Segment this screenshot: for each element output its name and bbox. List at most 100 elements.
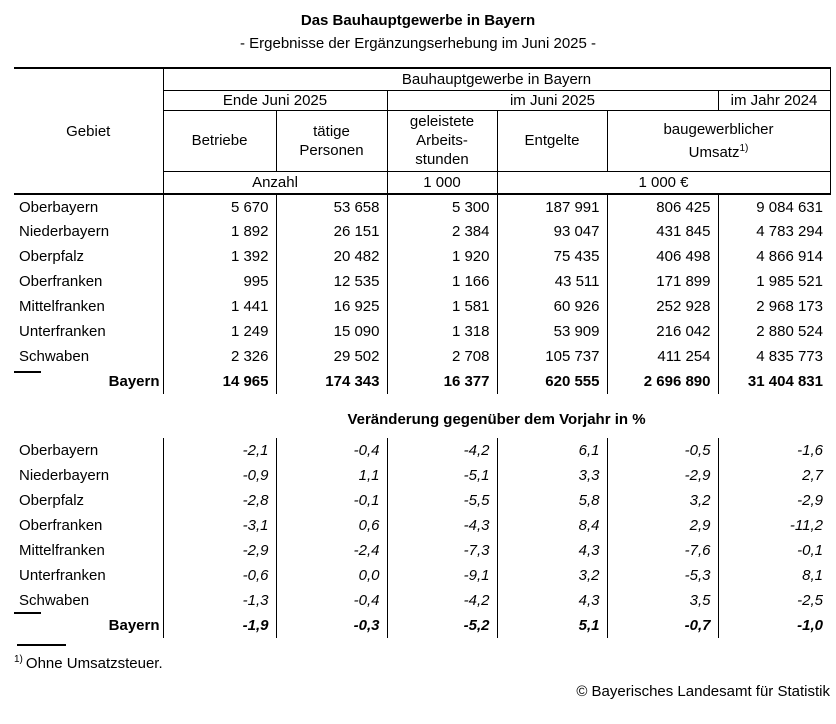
value-cell: 1 920 xyxy=(387,244,498,269)
value-cell: -5,5 xyxy=(387,488,498,513)
column-header-entgelte: Entgelte xyxy=(497,110,608,172)
value-cell: -1,9 xyxy=(163,613,277,638)
value-cell: 187 991 xyxy=(497,194,608,219)
region-label: Unterfranken xyxy=(14,319,164,344)
value-cell: 4 783 294 xyxy=(756,223,823,240)
value-cell: 16 377 xyxy=(387,369,498,394)
value-cell: 12 535 xyxy=(276,269,388,294)
footnote-separator xyxy=(17,644,66,646)
value-cell: 8,1 xyxy=(802,567,823,584)
value-cell: 29 502 xyxy=(276,344,388,369)
value-cell: 5,1 xyxy=(497,613,608,638)
value-cell: -0,9 xyxy=(163,463,277,488)
value-cell: -4,2 xyxy=(387,588,498,613)
unit-header-row: Anzahl 1 000 1 000 € xyxy=(14,171,831,195)
value-cell: -1,3 xyxy=(163,588,277,613)
value-cell: 1,1 xyxy=(276,463,388,488)
period-header-im-juni-2025: im Juni 2025 xyxy=(387,90,719,111)
region-label: Mittelfranken xyxy=(14,538,164,563)
value-cell: 93 047 xyxy=(497,219,608,244)
table-row: Oberpfalz -2,8 -0,1 -5,5 5,8 3,2 -2,9 xyxy=(14,488,830,513)
value-cell: -4,3 xyxy=(387,513,498,538)
column-header-umsatz: baugewerblicher Umsatz1) xyxy=(607,110,831,172)
value-cell: 3,2 xyxy=(607,488,719,513)
value-cell: 4,3 xyxy=(497,538,608,563)
value-cell: -11,2 xyxy=(789,517,823,534)
column-header-row: Betriebe tätige Personen geleistete Arbe… xyxy=(14,110,831,172)
value-cell: 1 581 xyxy=(387,294,498,319)
value-cell: -5,3 xyxy=(607,563,719,588)
region-label: Oberfranken xyxy=(14,269,164,294)
region-label: Schwaben xyxy=(14,344,164,369)
region-label: Oberpfalz xyxy=(14,488,164,513)
value-cell: -3,1 xyxy=(163,513,277,538)
unit-1000: 1 000 xyxy=(387,171,498,195)
value-cell: 5 670 xyxy=(163,194,277,219)
value-cell: 2 968 173 xyxy=(756,298,823,315)
value-cell: -2,8 xyxy=(163,488,277,513)
group-header: Bauhauptgewerbe in Bayern xyxy=(163,68,831,91)
table-row: Schwaben -1,3 -0,4 -4,2 4,3 3,5 -2,5 xyxy=(14,588,830,613)
value-cell: 2 880 524 xyxy=(756,323,823,340)
value-cell: 1 985 521 xyxy=(756,273,823,290)
value-cell: 14 965 xyxy=(163,369,277,394)
value-cell: -7,6 xyxy=(607,538,719,563)
table-row: Unterfranken -0,6 0,0 -9,1 3,2 -5,3 8,1 xyxy=(14,563,830,588)
value-cell: 431 845 xyxy=(607,219,719,244)
value-cell: 75 435 xyxy=(497,244,608,269)
value-cell: 16 925 xyxy=(276,294,388,319)
value-cell: 5 300 xyxy=(387,194,498,219)
value-cell: -0,1 xyxy=(797,542,823,559)
value-cell: 2 326 xyxy=(163,344,277,369)
value-cell: -2,5 xyxy=(797,592,823,609)
value-cell: 20 482 xyxy=(276,244,388,269)
value-cell: 0,6 xyxy=(276,513,388,538)
region-label: Oberbayern xyxy=(14,438,164,463)
value-cell: 1 166 xyxy=(387,269,498,294)
value-cell: 5,8 xyxy=(497,488,608,513)
region-label: Oberbayern xyxy=(14,194,164,219)
region-label: Oberpfalz xyxy=(14,244,164,269)
table-row: Schwaben 2 326 29 502 2 708 105 737 411 … xyxy=(14,344,830,369)
region-label: Mittelfranken xyxy=(14,294,164,319)
value-cell: 4 835 773 xyxy=(756,348,823,365)
change-table: Oberbayern -2,1 -0,4 -4,2 6,1 -0,5 -1,6 … xyxy=(14,438,830,638)
value-cell: 26 151 xyxy=(276,219,388,244)
umsatz-label-line2: Umsatz xyxy=(688,143,740,161)
value-cell: 806 425 xyxy=(607,194,719,219)
value-cell: -4,2 xyxy=(387,438,498,463)
region-label: Oberfranken xyxy=(14,513,164,538)
column-header-taetige-personen: tätige Personen xyxy=(276,110,388,172)
unit-1000-euro: 1 000 € xyxy=(497,171,831,195)
change-section-heading: Veränderung gegenüber dem Vorjahr in % xyxy=(347,411,646,428)
table-row: Niederbayern 1 892 26 151 2 384 93 047 4… xyxy=(14,219,830,244)
group-header-row: Gebiet Bauhauptgewerbe in Bayern xyxy=(14,68,831,195)
value-cell: 105 737 xyxy=(497,344,608,369)
value-cell: 8,4 xyxy=(497,513,608,538)
value-cell: -0,7 xyxy=(607,613,719,638)
value-cell: -1,0 xyxy=(797,617,823,634)
value-cell: 1 892 xyxy=(163,219,277,244)
value-cell: 171 899 xyxy=(607,269,719,294)
region-label: Niederbayern xyxy=(14,463,164,488)
value-cell: 43 511 xyxy=(497,269,608,294)
table-row: Oberbayern 5 670 53 658 5 300 187 991 80… xyxy=(14,194,830,219)
value-cell: 2,9 xyxy=(607,513,719,538)
value-cell: 406 498 xyxy=(607,244,719,269)
value-cell: -2,9 xyxy=(163,538,277,563)
value-cell: 6,1 xyxy=(497,438,608,463)
table-row: Oberfranken 995 12 535 1 166 43 511 171 … xyxy=(14,269,830,294)
footnote: 1) Ohne Umsatzsteuer. xyxy=(14,654,163,672)
value-cell: -5,1 xyxy=(387,463,498,488)
value-cell: -0,5 xyxy=(607,438,719,463)
period-header-row: Ende Juni 2025 im Juni 2025 im Jahr 2024 xyxy=(14,90,831,111)
value-cell: -0,4 xyxy=(276,438,388,463)
value-cell: 4 866 914 xyxy=(756,248,823,265)
value-cell: 31 404 831 xyxy=(747,373,823,390)
value-cell: -0,6 xyxy=(163,563,277,588)
table-row: Oberfranken -3,1 0,6 -4,3 8,4 2,9 -11,2 xyxy=(14,513,830,538)
value-cell: 15 090 xyxy=(276,319,388,344)
unit-anzahl: Anzahl xyxy=(163,171,388,195)
value-cell: -0,4 xyxy=(276,588,388,613)
